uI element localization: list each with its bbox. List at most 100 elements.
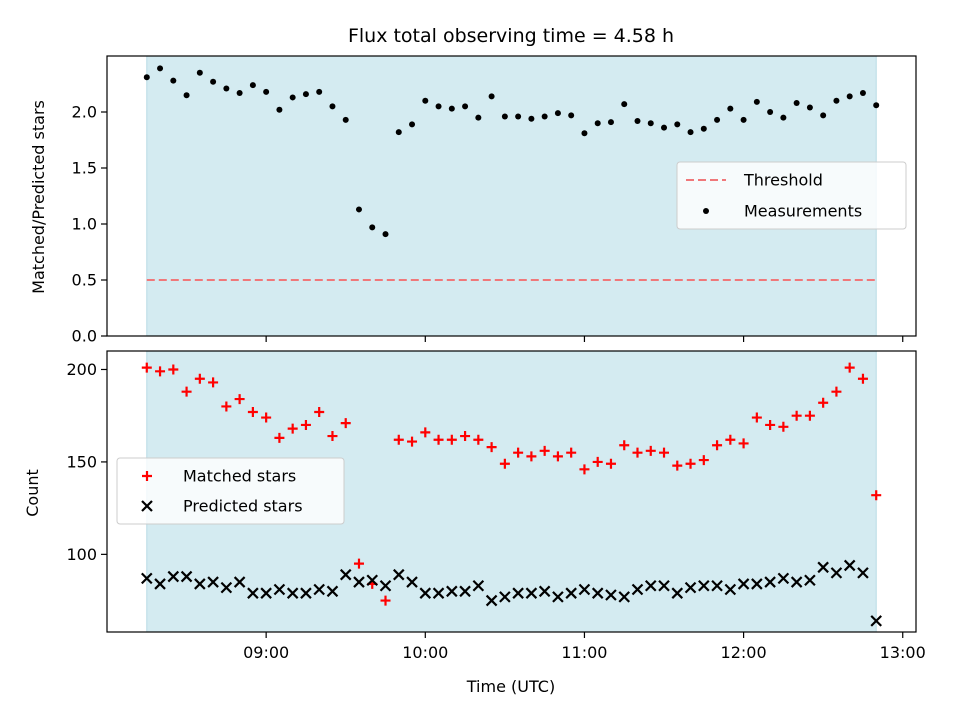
matched-star-point: [433, 434, 444, 445]
measurement-point: [448, 105, 455, 112]
matched-star-point: [181, 386, 192, 397]
predicted-star-point: [658, 580, 670, 592]
matched-star-point: [155, 366, 166, 377]
matched-star-point: [685, 458, 696, 469]
matched-star-point: [605, 458, 616, 469]
measurement-point: [767, 109, 774, 115]
measurement-point: [342, 116, 349, 123]
predicted-star-point: [724, 583, 737, 596]
matched-star-point: [168, 364, 179, 375]
count-panel: Time (UTC) Count 100 150 200 09:00 10:00 11:0…: [23, 350, 926, 696]
measurement-point: [687, 129, 694, 136]
matched-star-point: [287, 423, 298, 434]
predicted-star-point: [233, 576, 246, 588]
measurement-point: [435, 103, 442, 110]
measurement-point: [727, 105, 734, 112]
predicted-star-point: [790, 576, 803, 588]
measurement-point: [607, 119, 614, 126]
matched-star-point: [765, 419, 776, 430]
predicted-star-point: [512, 587, 524, 599]
matched-star-point: [645, 445, 656, 456]
measurement-point: [647, 120, 654, 127]
matched-star-point: [486, 442, 497, 453]
predicted-star-point: [432, 587, 445, 599]
matched-star-point: [513, 447, 524, 458]
measurement-point: [395, 129, 402, 136]
x-tick-label: 11:00: [561, 643, 607, 662]
measurement-point: [515, 113, 522, 120]
y-tick-label: 1.5: [72, 159, 97, 178]
measurement-point: [859, 89, 866, 96]
measurement-point: [263, 88, 270, 95]
measurement-point: [236, 89, 243, 96]
measurement-point: [846, 93, 853, 100]
matched-star-point: [393, 434, 404, 445]
predicted-star-point: [459, 585, 471, 598]
measurement-point: [501, 113, 508, 120]
predicted-star-point: [817, 561, 829, 574]
y-tick-label: 200: [66, 360, 97, 379]
predicted-star-point: [538, 585, 551, 598]
matched-star-point: [141, 362, 152, 373]
matched-star-point: [327, 431, 338, 442]
matched-star-point: [844, 362, 855, 373]
measurement-point: [422, 97, 429, 104]
matched-star-point: [579, 464, 590, 475]
measurement-point: [143, 74, 150, 81]
predicted-star-point: [618, 591, 631, 603]
legend-predicted-swatch: [141, 500, 153, 512]
predicted-star-point: [207, 576, 219, 588]
y-tick-label: 0.0: [72, 327, 97, 346]
measurement-point: [223, 85, 230, 92]
matched-star-point: [526, 451, 537, 462]
matched-star-point: [446, 434, 457, 445]
ratio-panel: Flux total observing time = 4.58 h Match…: [29, 25, 917, 346]
matched-star-point: [499, 458, 510, 469]
predicted-star-point: [353, 576, 365, 588]
top-y-axis-label: Matched/Predicted stars: [29, 100, 48, 294]
measurement-point: [157, 65, 164, 72]
measurement-point: [488, 93, 495, 100]
matched-star-point: [804, 410, 815, 421]
predicted-star-point: [764, 576, 776, 588]
predicted-star-point: [737, 578, 750, 590]
legend-measurements-swatch: [703, 208, 709, 214]
legend-box-bottom: [116, 457, 345, 525]
predicted-star-point: [591, 587, 604, 599]
measurement-point: [753, 98, 760, 105]
measurement-point: [594, 120, 601, 127]
predicted-star-point: [870, 615, 882, 627]
predicted-star-point: [857, 567, 869, 579]
matched-star-point: [566, 447, 577, 458]
predicted-star-point: [578, 583, 591, 596]
predicted-star-point: [247, 587, 259, 599]
measurement-point: [581, 130, 588, 137]
matched-star-point: [221, 401, 232, 412]
axes-frame-0: [106, 55, 917, 337]
measurement-point: [329, 103, 336, 110]
matched-star-point: [632, 447, 643, 458]
measurement-point: [249, 82, 256, 89]
predicted-star-point: [180, 570, 193, 583]
measurement-point: [302, 91, 309, 98]
measurement-point: [820, 112, 827, 119]
predicted-star-point: [194, 578, 206, 590]
matched-star-point: [751, 412, 762, 423]
measurement-point: [541, 113, 548, 120]
measurement-point: [289, 94, 296, 101]
measurement-point: [528, 115, 535, 122]
predicted-star-point: [671, 587, 684, 599]
predicted-star-point: [286, 587, 299, 599]
matched-star-point: [592, 456, 603, 467]
predicted-star-point: [392, 568, 405, 581]
predicted-star-point: [644, 580, 657, 592]
measurement-point: [409, 121, 416, 128]
matched-star-point: [698, 455, 709, 466]
predicted-star-point: [379, 580, 392, 592]
measurement-point: [806, 104, 813, 111]
matched-star-point: [712, 440, 723, 451]
measurement-point: [355, 206, 362, 213]
predicted-star-point: [684, 581, 697, 594]
matched-star-point: [300, 419, 311, 430]
